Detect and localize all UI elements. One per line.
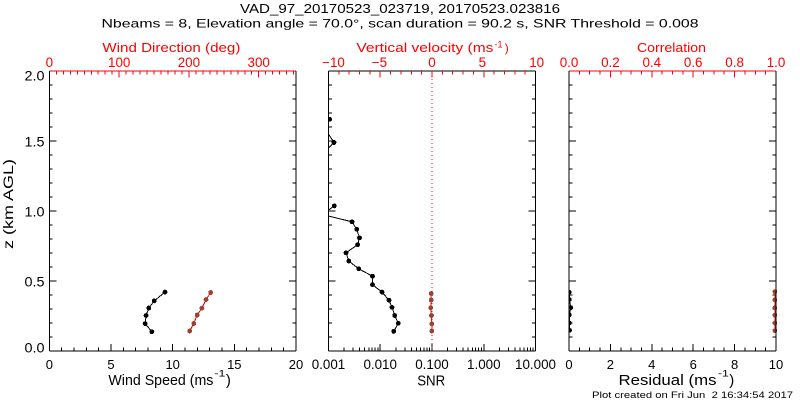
svg-text:10: 10: [165, 357, 179, 372]
svg-text:10.000: 10.000: [515, 357, 556, 372]
svg-text:100: 100: [108, 55, 130, 70]
svg-text:-1: -1: [214, 369, 225, 380]
svg-text:4: 4: [648, 357, 655, 372]
svg-text:10: 10: [529, 55, 544, 70]
svg-text:0: 0: [46, 55, 53, 70]
svg-text:0: 0: [46, 357, 53, 372]
svg-text:1.000: 1.000: [467, 357, 501, 372]
svg-text:300: 300: [248, 55, 270, 70]
svg-text:0.6: 0.6: [684, 55, 703, 70]
svg-text:20: 20: [289, 357, 303, 372]
svg-text:1.0: 1.0: [767, 55, 786, 70]
svg-text:0.0: 0.0: [560, 55, 579, 70]
svg-text:Residual (ms: Residual (ms: [619, 372, 717, 389]
svg-text:−5: −5: [372, 55, 387, 70]
svg-text:): ): [505, 41, 509, 55]
svg-text:Plot created on Fri Jun 2 16:: Plot created on Fri Jun 2 16:34:54 2017: [592, 390, 793, 400]
svg-text:0.100: 0.100: [415, 357, 449, 372]
svg-text:2.0: 2.0: [25, 68, 45, 83]
svg-text:0.4: 0.4: [642, 55, 661, 70]
svg-text:1.5: 1.5: [25, 135, 45, 150]
svg-text:Wind Speed (ms: Wind Speed (ms: [108, 372, 213, 389]
svg-text:10: 10: [769, 357, 783, 372]
svg-text:15: 15: [227, 357, 241, 372]
svg-text:5: 5: [479, 55, 486, 70]
svg-text:6: 6: [690, 357, 697, 372]
svg-text:-1: -1: [495, 39, 503, 49]
svg-text:Correlation: Correlation: [637, 40, 706, 55]
svg-text:0.2: 0.2: [601, 55, 620, 70]
svg-text:200: 200: [178, 55, 200, 70]
svg-text:): ): [729, 372, 734, 389]
svg-text:0.0: 0.0: [25, 341, 45, 356]
svg-text:0.5: 0.5: [25, 275, 45, 290]
svg-text:0.010: 0.010: [363, 357, 397, 372]
svg-text:SNR: SNR: [417, 373, 445, 390]
svg-text:VAD_97_20170523_023719, 201705: VAD_97_20170523_023719, 20170523.023816: [240, 1, 560, 16]
svg-text:1.0: 1.0: [25, 205, 45, 220]
svg-text:): ): [226, 372, 231, 389]
svg-text:0.8: 0.8: [725, 55, 744, 70]
svg-text:-1: -1: [718, 369, 729, 380]
svg-text:−10: −10: [322, 55, 345, 70]
svg-text:Wind Direction (deg): Wind Direction (deg): [102, 40, 240, 55]
svg-text:Nbeams = 8, Elevation angle =: Nbeams = 8, Elevation angle = 70.0°, sca…: [102, 17, 699, 31]
svg-text:0: 0: [428, 55, 435, 70]
svg-text:z (km AGL): z (km AGL): [1, 159, 16, 249]
svg-text:Vertical velocity (ms: Vertical velocity (ms: [356, 40, 494, 55]
svg-text:2: 2: [607, 357, 614, 372]
svg-text:5: 5: [107, 357, 114, 372]
svg-text:0.001: 0.001: [312, 357, 346, 372]
svg-text:8: 8: [731, 357, 738, 372]
svg-text:0: 0: [565, 357, 572, 372]
